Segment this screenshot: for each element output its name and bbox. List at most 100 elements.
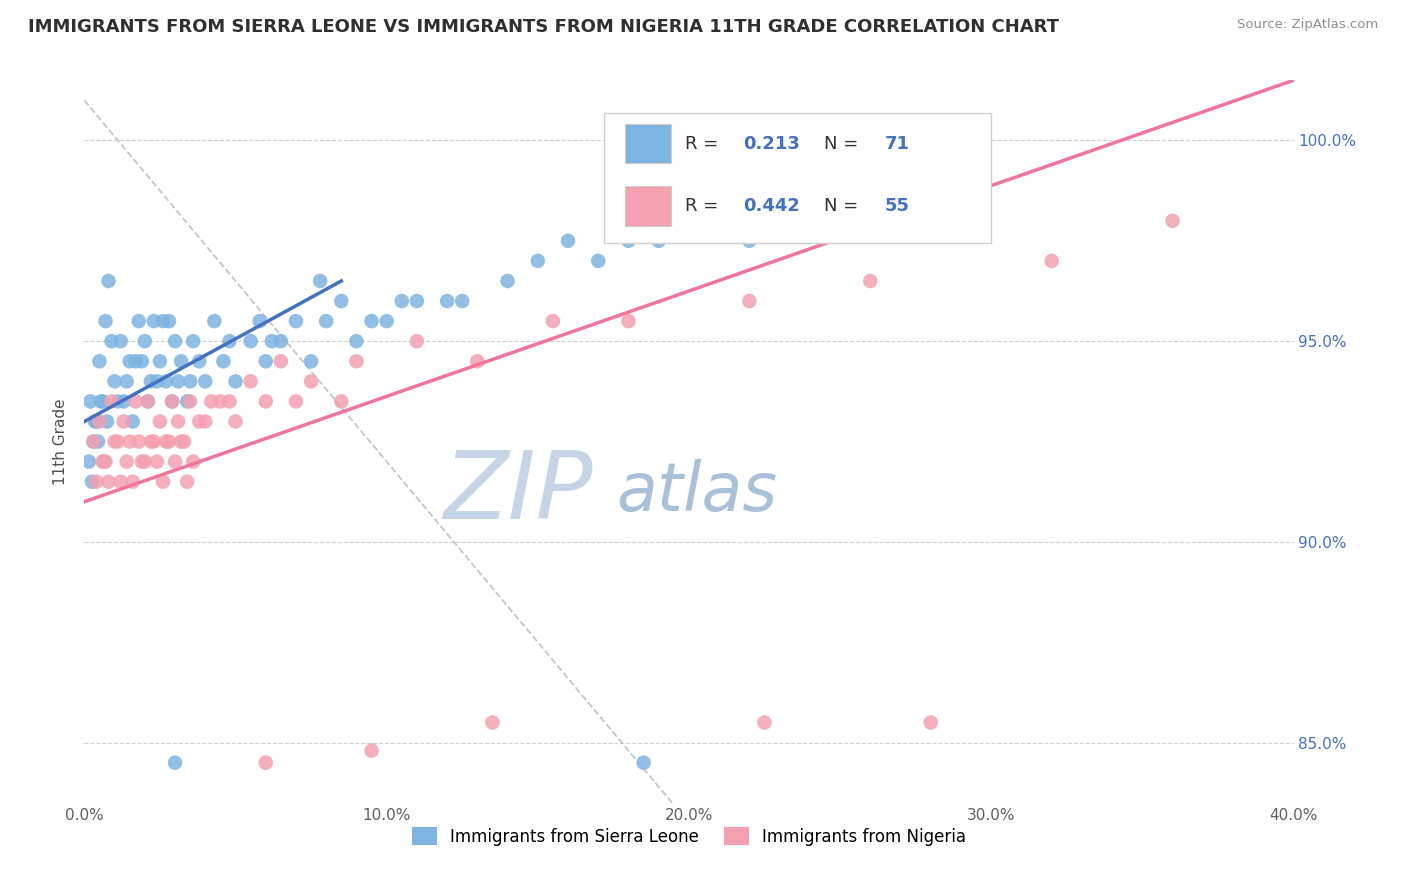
Point [84, 415, 107, 429]
Point [754, 715, 776, 730]
Point [100, 334, 122, 349]
Point [155, 375, 177, 389]
Point [541, 314, 564, 328]
Point [738, 234, 761, 248]
Point [346, 334, 368, 349]
FancyBboxPatch shape [624, 186, 671, 227]
Point [115, 375, 138, 389]
Point [94, 455, 117, 469]
Point [139, 375, 162, 389]
Point [134, 334, 156, 349]
Point [149, 354, 172, 368]
Point [128, 314, 150, 328]
Point [136, 394, 159, 409]
Point [91, 394, 114, 409]
Point [110, 334, 132, 349]
Point [299, 354, 322, 368]
Text: Source: ZipAtlas.com: Source: ZipAtlas.com [1237, 18, 1378, 31]
Point [1040, 254, 1063, 268]
Point [527, 254, 550, 268]
Point [481, 715, 503, 730]
Point [209, 394, 232, 409]
Point [160, 394, 183, 409]
Point [260, 334, 283, 349]
FancyBboxPatch shape [605, 112, 991, 243]
Point [87, 434, 110, 449]
Point [112, 394, 135, 409]
Point [391, 294, 413, 309]
Point [86, 415, 108, 429]
Point [225, 375, 247, 389]
Y-axis label: 11th Grade: 11th Grade [53, 398, 69, 485]
Point [451, 294, 474, 309]
Point [202, 314, 225, 328]
Point [181, 455, 204, 469]
Point [96, 415, 118, 429]
Point [94, 314, 117, 328]
Point [218, 394, 240, 409]
Point [112, 415, 135, 429]
Point [648, 234, 671, 248]
Point [115, 455, 138, 469]
Point [134, 455, 156, 469]
Point [97, 274, 120, 288]
Point [738, 294, 761, 309]
Point [496, 274, 519, 288]
Text: 55: 55 [884, 197, 910, 215]
Point [330, 294, 353, 309]
Text: N =: N = [824, 135, 865, 153]
Point [155, 434, 177, 449]
Point [118, 434, 141, 449]
Point [82, 434, 104, 449]
Point [121, 415, 143, 429]
Point [104, 375, 127, 389]
Point [157, 434, 180, 449]
Text: IMMIGRANTS FROM SIERRA LEONE VS IMMIGRANTS FROM NIGERIA 11TH GRADE CORRELATION C: IMMIGRANTS FROM SIERRA LEONE VS IMMIGRAN… [28, 18, 1059, 36]
Point [360, 314, 382, 328]
FancyBboxPatch shape [624, 124, 671, 163]
Point [309, 274, 332, 288]
Point [79, 394, 101, 409]
Point [315, 314, 337, 328]
Point [330, 394, 353, 409]
Point [181, 334, 204, 349]
Point [179, 394, 201, 409]
Point [90, 394, 112, 409]
Point [165, 756, 187, 770]
Legend: Immigrants from Sierra Leone, Immigrants from Nigeria: Immigrants from Sierra Leone, Immigrants… [405, 821, 973, 852]
Point [146, 455, 169, 469]
Point [131, 455, 153, 469]
Text: R =: R = [685, 135, 724, 153]
Point [136, 394, 159, 409]
Point [80, 475, 103, 489]
Point [170, 354, 193, 368]
Point [157, 314, 180, 328]
Point [165, 334, 187, 349]
Point [285, 314, 308, 328]
Point [89, 415, 111, 429]
Text: 0.442: 0.442 [744, 197, 800, 215]
Point [176, 394, 198, 409]
Point [152, 314, 174, 328]
Point [167, 415, 190, 429]
Point [167, 375, 190, 389]
Point [173, 434, 195, 449]
Point [118, 354, 141, 368]
Point [254, 354, 277, 368]
Point [254, 394, 277, 409]
Point [82, 434, 104, 449]
Point [128, 434, 150, 449]
Point [142, 314, 165, 328]
Point [617, 234, 640, 248]
Point [1161, 213, 1184, 227]
Point [110, 475, 132, 489]
Point [131, 354, 153, 368]
Point [149, 415, 172, 429]
Point [617, 314, 640, 328]
Point [125, 354, 148, 368]
Point [270, 354, 292, 368]
Point [859, 274, 882, 288]
Point [93, 455, 115, 469]
Point [406, 294, 429, 309]
Point [89, 354, 111, 368]
